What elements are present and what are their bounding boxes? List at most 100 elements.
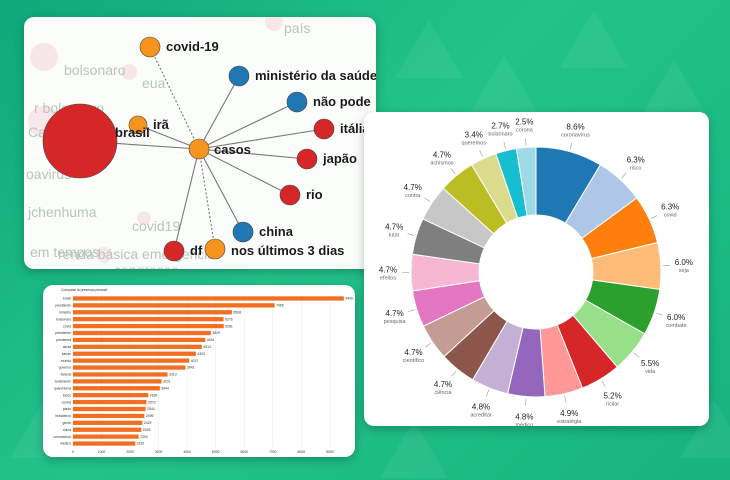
category-label: quarentena	[54, 386, 71, 390]
x-tick-label: 0	[72, 450, 74, 454]
bar	[73, 303, 275, 308]
slice-percent-label: 5.2%	[603, 392, 621, 401]
network-edge	[198, 75, 240, 150]
slice-percent-label: 4.7%	[379, 266, 397, 275]
node-label: japão	[322, 151, 357, 166]
bar-value-label: 3044	[161, 386, 169, 390]
leader-line	[451, 370, 457, 377]
slice-name-label: pesquisa	[384, 319, 407, 325]
donut-chart-card: 8.6% coronavírus 6.3% risco 6.3% covid 6.0% sej…	[364, 112, 709, 426]
slice-name-label: médico	[516, 423, 534, 426]
bar-value-label: 2300	[140, 435, 148, 439]
node-label: brasil	[115, 125, 150, 140]
bar	[73, 317, 224, 322]
slice-percent-label: 3.4%	[465, 131, 483, 140]
bar	[73, 337, 206, 343]
slice-percent-label: 2.5%	[515, 117, 533, 126]
node-label: casos	[214, 142, 251, 157]
network-node	[286, 91, 308, 113]
slice-percent-label: 6.3%	[627, 156, 645, 165]
bar-value-label: 2639	[150, 393, 158, 397]
bar	[73, 365, 186, 370]
slice-name-label: ricilar	[606, 402, 619, 408]
network-edge	[198, 148, 291, 196]
network-edge	[198, 148, 216, 250]
node-label: itália	[340, 121, 370, 136]
x-tick-label: 1000	[98, 450, 106, 454]
node-label: df	[190, 243, 203, 258]
background-triangle	[380, 420, 448, 478]
network-edge	[173, 148, 200, 252]
slice-percent-label: 8.6%	[566, 122, 584, 131]
leader-line	[450, 168, 456, 175]
slice-name-label: coronavírus	[561, 132, 590, 138]
category-label: paulo	[63, 407, 71, 411]
slice-name-label: risco	[630, 166, 642, 172]
category-label: bolsonaro	[56, 317, 71, 321]
network-node	[228, 65, 250, 87]
category-label: governo	[59, 366, 71, 370]
node-label: irã	[153, 117, 170, 132]
leader-line	[407, 233, 415, 236]
background-word: covid19	[132, 218, 180, 234]
bar	[73, 372, 168, 377]
category-label: mundo	[61, 359, 71, 363]
background-word: jchenhuma	[27, 204, 97, 220]
category-label: presidente	[55, 304, 71, 308]
background-word: eua	[142, 75, 166, 91]
background-node	[265, 17, 283, 31]
bar-value-label: 2573	[148, 400, 156, 404]
leader-line	[525, 398, 527, 406]
bar-value-label: 5568	[233, 310, 241, 314]
bar	[73, 379, 162, 384]
network-node	[42, 103, 118, 179]
bar-value-label: 3101	[163, 380, 171, 384]
background-triangle	[640, 60, 708, 118]
network-edge	[198, 101, 298, 150]
bar	[73, 393, 149, 398]
slice-percent-label: 4.7%	[404, 348, 422, 357]
leader-line	[621, 172, 627, 179]
bar	[73, 406, 146, 412]
leader-line	[633, 352, 640, 358]
network-node	[296, 148, 318, 170]
slice-name-label: contra	[405, 193, 421, 199]
category-label: contra	[62, 400, 72, 404]
network-node	[139, 36, 161, 58]
network-node	[204, 238, 226, 260]
x-tick-label: 6000	[240, 450, 248, 454]
node-label: rio	[306, 187, 323, 202]
slice-percent-label: 4.8%	[515, 413, 533, 422]
node-label: nos últimos 3 dias	[231, 243, 344, 258]
bar-value-label: 5276	[225, 317, 233, 321]
bar-value-label: 4303	[197, 352, 205, 356]
slice-name-label: vida	[645, 369, 656, 375]
bar	[73, 296, 344, 301]
slice-percent-label: 4.7%	[433, 151, 451, 160]
background-triangle	[560, 10, 628, 68]
category-label: presidente	[55, 331, 71, 335]
leader-line	[651, 215, 658, 219]
bar-value-label: 2393	[143, 428, 151, 432]
slice-percent-label: 5.5%	[641, 359, 659, 368]
slice-name-label: covid	[664, 213, 677, 219]
slice-name-label: corona	[516, 127, 534, 133]
category-label: isolamento	[55, 380, 72, 384]
leader-line	[564, 395, 567, 403]
leader-line	[525, 138, 527, 146]
bar-value-label: 3313	[169, 373, 177, 377]
bar	[73, 358, 190, 363]
slice-name-label: queremos	[462, 141, 487, 147]
background-word: país	[284, 20, 310, 36]
slice-name-label: acreditar	[470, 412, 492, 418]
category-label: coronavírus	[53, 435, 71, 439]
bar	[73, 399, 147, 405]
bar	[73, 344, 202, 349]
category-label: ministro	[59, 310, 71, 314]
slice-name-label: estratégia	[557, 419, 582, 425]
category-label: covid	[63, 324, 71, 328]
network-node	[128, 115, 148, 135]
bar-value-label: 4513	[203, 345, 211, 349]
bar-value-label: 4634	[207, 338, 215, 342]
bar	[73, 330, 211, 336]
